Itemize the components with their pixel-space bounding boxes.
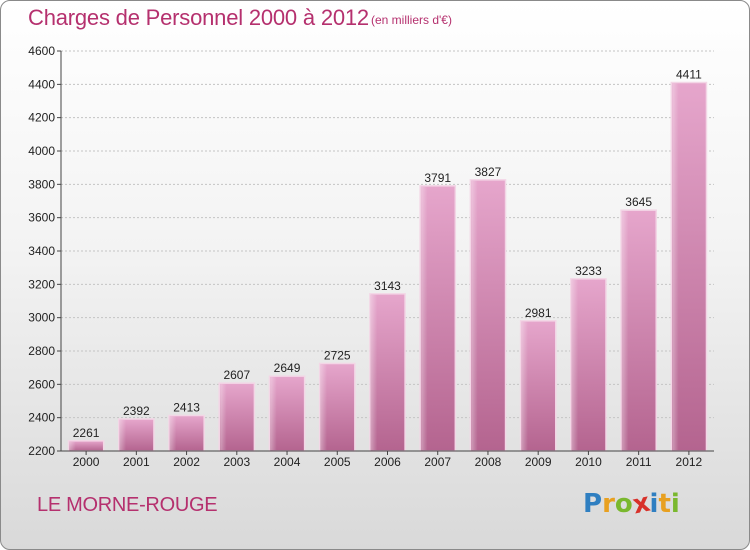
logo-letter: i: [649, 489, 659, 519]
y-tick-label: 2400: [28, 411, 55, 425]
x-tick-label-2012: 2012: [676, 455, 703, 469]
logo-letter: r: [602, 489, 615, 519]
y-tick-label: 2800: [28, 344, 55, 358]
x-tick-label-2001: 2001: [123, 455, 150, 469]
data-label-2009: 2981: [525, 306, 552, 320]
x-tick-label-2006: 2006: [374, 455, 401, 469]
y-tick-label: 4400: [28, 77, 55, 91]
data-label-2011: 3645: [625, 195, 652, 209]
x-tick-label-2008: 2008: [475, 455, 502, 469]
y-tick-label: 3600: [28, 211, 55, 225]
bar-highlight: [320, 364, 328, 450]
bar-highlight: [672, 83, 679, 450]
logo-letter: t: [658, 489, 671, 519]
data-label-2006: 3143: [374, 279, 401, 293]
y-tick-label: 3800: [28, 177, 55, 191]
y-tick-label: 4200: [28, 111, 55, 125]
bar-highlight: [521, 321, 528, 450]
y-tick-label: 4000: [28, 144, 55, 158]
x-tick-label-2003: 2003: [223, 455, 250, 469]
data-label-2001: 2392: [123, 404, 150, 418]
y-tick-label: 2200: [28, 444, 55, 458]
chart-subtitle: (en milliers d'€): [371, 13, 452, 27]
data-label-2005: 2725: [324, 349, 351, 363]
bar-highlight: [471, 180, 478, 451]
logo-letter: o: [614, 489, 633, 519]
y-tick-label: 3000: [28, 311, 55, 325]
bar-highlight: [622, 211, 629, 450]
x-tick-label-2000: 2000: [73, 455, 100, 469]
x-tick-label-2005: 2005: [324, 455, 351, 469]
y-tick-label: 3200: [28, 277, 55, 291]
commune-name: LE MORNE-ROUGE: [37, 494, 218, 516]
x-tick-label-2002: 2002: [173, 455, 200, 469]
data-label-2012: 4411: [676, 68, 702, 82]
data-label-2004: 2649: [274, 361, 301, 375]
bar-highlight: [270, 377, 277, 450]
bar-layer: 2261 2392 2413 2607 2649 2725 3143 3791 3827 2981…: [67, 68, 708, 452]
data-label-2008: 3827: [475, 165, 502, 179]
x-tick-label-2007: 2007: [424, 455, 451, 469]
logo-letter: P: [583, 489, 603, 519]
x-tick-label-2004: 2004: [274, 455, 301, 469]
bar-highlight: [169, 416, 177, 450]
bar-highlight: [119, 420, 127, 450]
proxiti-logo: Proxiti: [583, 488, 680, 521]
data-label-2010: 3233: [575, 264, 602, 278]
data-label-2000: 2261: [73, 426, 100, 440]
data-label-2003: 2607: [223, 368, 250, 382]
y-tick-label: 4600: [28, 44, 55, 58]
data-label-2002: 2413: [173, 401, 200, 415]
x-tick-label-2011: 2011: [626, 455, 652, 469]
y-tick-label: 2600: [28, 377, 55, 391]
y-tick-label: 3400: [28, 244, 55, 258]
bar-highlight: [69, 441, 76, 450]
bar-highlight: [571, 279, 579, 450]
data-label-2007: 3791: [424, 171, 451, 185]
x-tick-label-2010: 2010: [575, 455, 602, 469]
logo-letter: i: [670, 489, 680, 519]
chart-title: Charges de Personnel 2000 à 2012: [28, 5, 369, 30]
bar-highlight: [421, 186, 428, 451]
axis-layer: 2200 2400 2600 2800 3000 3200 3400 3600 3800 4000…: [28, 44, 714, 469]
x-tick-label-2009: 2009: [525, 455, 552, 469]
bar-highlight: [220, 384, 227, 450]
bar-highlight: [370, 294, 378, 450]
